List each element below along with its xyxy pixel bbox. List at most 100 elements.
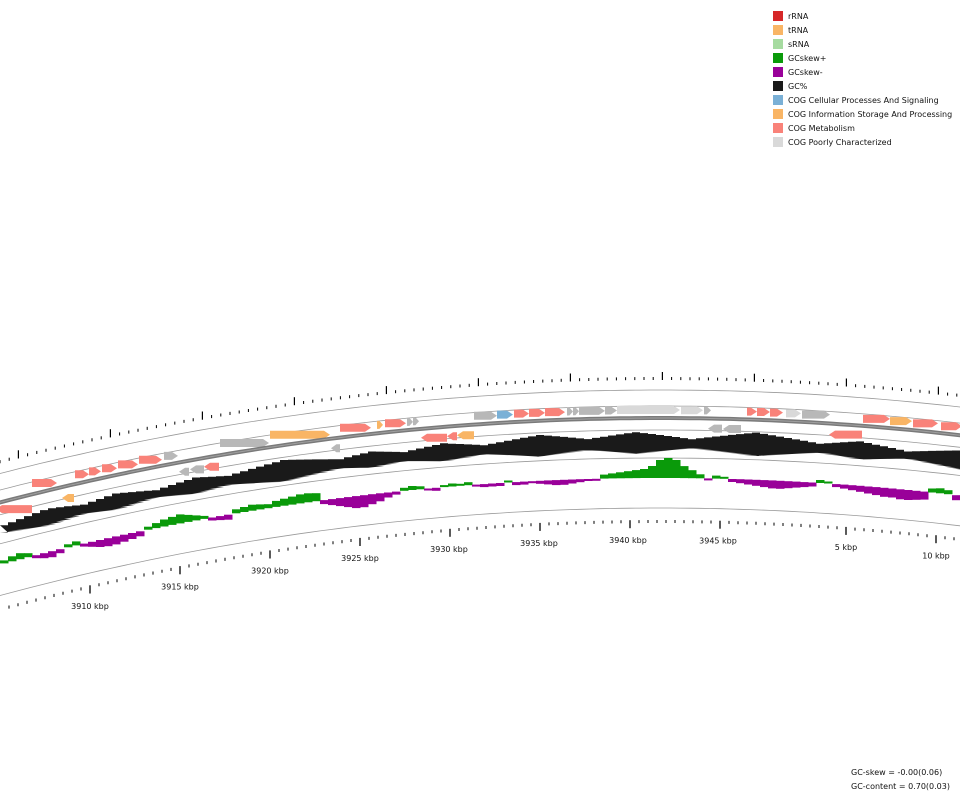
gc-skew-bar	[208, 517, 217, 521]
gc-skew-bar	[648, 466, 657, 478]
gene-arrow	[164, 451, 178, 460]
gene-arrow	[802, 410, 830, 419]
gc-skew-bar	[120, 534, 129, 542]
gc-skew-bar	[784, 481, 793, 489]
gc-skew-bar	[264, 504, 273, 509]
gc-skew-bar	[360, 495, 369, 508]
legend-swatch	[773, 67, 783, 77]
gc-skew-bar	[376, 493, 385, 502]
gc-skew-bar	[552, 480, 561, 486]
gc-skew-bar	[152, 523, 161, 529]
genome-backbone	[0, 416, 960, 505]
gene-arrow	[179, 467, 189, 476]
gc-skew-bar	[704, 478, 713, 481]
gene-arrow	[62, 494, 74, 502]
gene-arrow	[220, 439, 269, 447]
gc-skew-bar	[312, 493, 321, 502]
gc-skew-bar	[272, 500, 281, 507]
legend-label: tRNA	[788, 25, 809, 35]
legend-item-srna: sRNA	[773, 37, 952, 51]
scale-label: 3920 kbp	[251, 567, 289, 576]
gene-features	[0, 406, 960, 514]
gc-skew-bar	[240, 507, 249, 512]
gc-skew-bar	[624, 471, 633, 479]
gene-arrow	[617, 406, 680, 414]
gene-arrow	[704, 406, 711, 415]
track-guide-line	[0, 389, 960, 474]
gc-skew-bar	[280, 498, 289, 506]
gc-skew-bar	[864, 486, 873, 494]
scale-label: 3935 kbp	[520, 539, 558, 548]
gc-skew-bar	[920, 491, 929, 500]
gc-statistics: GC-skew = -0.00(0.06) GC-content = 0.70(…	[851, 766, 950, 794]
gc-skew-bar	[672, 460, 681, 478]
gc-skew-bar	[848, 485, 857, 491]
gc-skew-bar	[760, 480, 769, 488]
gc-skew-bar	[248, 504, 257, 511]
scale-label: 3930 kbp	[430, 545, 468, 554]
gene-arrow	[204, 462, 219, 471]
gc-skew-bar	[80, 543, 89, 547]
gc-skew-bar	[24, 553, 33, 558]
legend-item-rrna: rRNA	[773, 9, 952, 23]
gc-skew-bar	[728, 479, 737, 482]
gc-skew-bar	[408, 486, 417, 490]
gc-skew-bar	[664, 458, 673, 478]
legend-swatch	[773, 123, 783, 133]
gene-arrow	[723, 425, 741, 433]
gc-skew-bar	[856, 485, 865, 492]
gc-skew-bar	[48, 551, 57, 558]
legend-item-gcskew-plus: GCskew+	[773, 51, 952, 65]
legend-label: sRNA	[788, 39, 810, 49]
gene-arrow	[474, 411, 497, 420]
gc-skew-bar	[712, 475, 721, 479]
gc-skew-bar	[840, 484, 849, 489]
gene-arrow	[605, 406, 617, 415]
legend-swatch	[773, 81, 783, 91]
gc-skew-bar	[136, 531, 145, 537]
gc-skew-bar	[232, 509, 241, 514]
gc-skew-bar	[768, 480, 777, 489]
legend-item-cog-metabolism: COG Metabolism	[773, 121, 952, 135]
gene-arrow	[941, 422, 960, 431]
gene-arrow	[270, 430, 330, 439]
gc-skew-bar	[520, 481, 529, 485]
gene-arrow	[457, 431, 474, 440]
gc-skew-bar	[512, 482, 521, 486]
gc-skew-bar	[808, 482, 817, 487]
legend-swatch	[773, 53, 783, 63]
gc-skew-bar	[296, 494, 305, 504]
gc-skew-bar	[592, 478, 601, 481]
legend-label: GCskew+	[788, 53, 827, 63]
gc-skew-bar	[872, 487, 881, 496]
gc-skew-bar	[536, 480, 545, 484]
gene-arrow	[913, 419, 938, 428]
gc-skew-bar	[144, 526, 153, 530]
gene-arrow	[89, 467, 101, 476]
gc-skew-bar	[424, 488, 433, 491]
gc-skew-bar	[616, 472, 625, 479]
gc-skew-bar	[792, 481, 801, 488]
gene-arrow	[118, 460, 138, 469]
gc-skew-bar	[504, 480, 513, 483]
gc-skew-bar	[328, 499, 337, 506]
gene-arrow	[0, 505, 32, 514]
gc-skew-bar	[320, 500, 329, 505]
gc-skew-bar	[288, 496, 297, 505]
legend-swatch	[773, 137, 783, 147]
gc-skew-bar	[480, 484, 489, 488]
gc-skew-bar	[168, 516, 177, 525]
gene-arrow	[573, 407, 579, 416]
gc-skew-bar	[336, 498, 345, 507]
gc-skew-bar	[568, 479, 577, 484]
gene-arrow	[567, 407, 573, 416]
gc-skew-bar	[0, 560, 9, 564]
legend-item-cog-information: COG Information Storage And Processing	[773, 107, 952, 121]
gc-skew-bar	[40, 553, 49, 559]
gc-skew-bar	[528, 481, 537, 484]
legend-swatch	[773, 11, 783, 21]
gene-arrow	[377, 420, 383, 429]
gc-skew-bar	[936, 488, 945, 494]
gc-skew-bar	[752, 479, 761, 486]
